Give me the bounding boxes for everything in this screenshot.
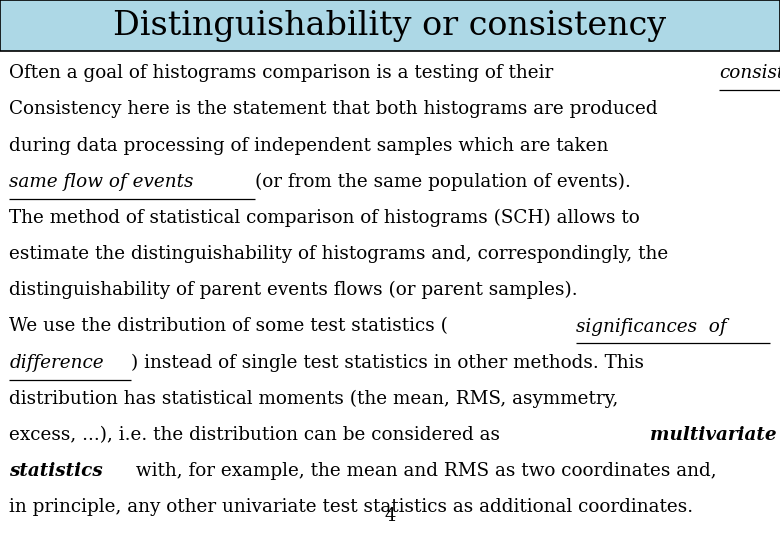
Text: in principle, any other univariate test statistics as additional coordinates.: in principle, any other univariate test … — [9, 498, 693, 516]
Text: multivariate test: multivariate test — [651, 426, 780, 444]
Text: Distinguishability or consistency: Distinguishability or consistency — [113, 10, 667, 42]
Text: distinguishability of parent events flows (or parent samples).: distinguishability of parent events flow… — [9, 281, 578, 299]
Text: difference: difference — [9, 354, 104, 372]
Text: same flow of events: same flow of events — [9, 173, 200, 191]
Text: The method of statistical comparison of histograms (SCH) allows to: The method of statistical comparison of … — [9, 209, 640, 227]
Text: ) instead of single test statistics in other methods. This: ) instead of single test statistics in o… — [132, 354, 644, 372]
Text: excess, ...), i.e. the distribution can be considered as: excess, ...), i.e. the distribution can … — [9, 426, 506, 444]
Text: 4: 4 — [385, 507, 395, 525]
Text: (or from the same population of events).: (or from the same population of events). — [255, 173, 631, 191]
FancyBboxPatch shape — [0, 0, 780, 51]
Text: estimate the distinguishability of histograms and, correspondingly, the: estimate the distinguishability of histo… — [9, 245, 668, 263]
Text: statistics: statistics — [9, 462, 103, 480]
Text: significances  of: significances of — [576, 318, 726, 335]
Text: distribution has statistical moments (the mean, RMS, asymmetry,: distribution has statistical moments (th… — [9, 390, 619, 408]
Text: Consistency here is the statement that both histograms are produced: Consistency here is the statement that b… — [9, 100, 658, 118]
Text: with, for example, the mean and RMS as two coordinates and,: with, for example, the mean and RMS as t… — [130, 462, 717, 480]
Text: during data processing of independent samples which are taken: during data processing of independent sa… — [9, 137, 615, 154]
Text: We use the distribution of some test statistics (: We use the distribution of some test sta… — [9, 318, 448, 335]
Text: Often a goal of histograms comparison is a testing of their: Often a goal of histograms comparison is… — [9, 64, 559, 82]
Text: consistency: consistency — [719, 64, 780, 82]
